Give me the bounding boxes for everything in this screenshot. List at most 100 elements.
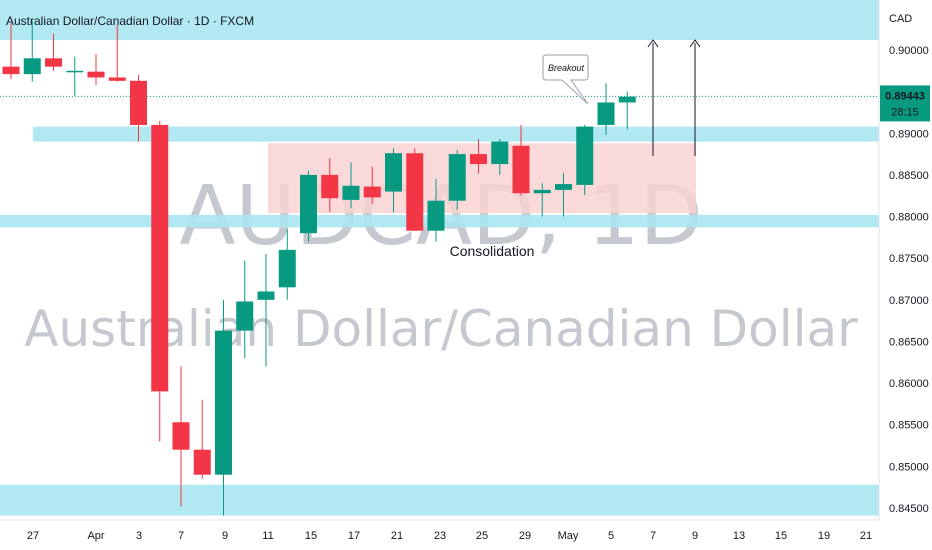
candle-body: [151, 124, 169, 392]
candle: [151, 120, 169, 442]
y-tick-label: 0.87500: [889, 253, 929, 265]
candle-body: [385, 153, 402, 192]
y-tick-label: 0.89000: [889, 128, 929, 140]
x-tick-label: 29: [519, 530, 531, 542]
candle: [108, 25, 126, 82]
x-tick-label: 21: [860, 530, 872, 542]
candle-body: [406, 153, 424, 231]
projection-arrow-2: [689, 39, 701, 156]
candle-body: [23, 58, 41, 75]
x-tick-label: 3: [136, 530, 142, 542]
candle: [257, 254, 275, 367]
y-tick-label: 0.87000: [889, 295, 929, 307]
candle-body: [130, 80, 147, 125]
candle: [385, 148, 402, 213]
candle-body: [576, 126, 594, 185]
y-tick-label: 0.86000: [889, 378, 929, 390]
candle-body: [172, 422, 190, 450]
candle-body: [491, 141, 509, 165]
candle-body: [512, 145, 530, 194]
candle-body: [363, 186, 381, 198]
candle: [321, 158, 339, 213]
candle-body: [448, 154, 466, 201]
candle-body: [45, 58, 62, 67]
candle-body: [597, 102, 615, 125]
y-tick-label: 0.86500: [889, 336, 929, 348]
time-axis[interactable]: [0, 520, 879, 550]
x-tick-label: 5: [608, 530, 614, 542]
candle-body: [618, 96, 636, 103]
x-tick-label: 23: [434, 530, 446, 542]
candle: [427, 179, 445, 242]
candle-body: [555, 184, 572, 190]
candle: [470, 139, 487, 174]
x-tick-label: 7: [178, 530, 184, 542]
x-tick-label: 15: [305, 530, 317, 542]
x-tick-label: 17: [348, 530, 360, 542]
candle: [555, 173, 572, 217]
support-resistance-zone: [0, 484, 879, 516]
candle: [66, 56, 84, 96]
candle: [618, 91, 636, 130]
candle-body: [278, 249, 296, 288]
consolidation-label: Consolidation: [450, 243, 535, 259]
candle: [406, 148, 424, 231]
chart-title: Australian Dollar/Canadian Dollar · 1D ·…: [6, 14, 254, 28]
candle-body: [2, 66, 20, 75]
y-ticks: 0.900000.895000.890000.885000.880000.875…: [889, 45, 929, 515]
candle: [533, 183, 551, 217]
candle: [87, 54, 105, 85]
candles-layer: [2, 20, 636, 516]
support-resistance-zone: [0, 0, 879, 41]
countdown-timer: 28:15: [891, 106, 919, 118]
support-resistance-zone: [33, 126, 879, 142]
y-tick-label: 0.84500: [889, 503, 929, 515]
candle: [23, 20, 41, 82]
x-tick-label: 9: [222, 530, 228, 542]
breakout-label: Breakout: [548, 63, 585, 73]
candle-body: [215, 330, 232, 475]
y-tick-label: 0.90000: [889, 45, 929, 57]
candle: [597, 83, 615, 135]
candle: [215, 299, 232, 516]
candle-body: [470, 154, 487, 165]
breakout-bubble: [542, 54, 589, 105]
candle-body: [300, 174, 317, 234]
watermark-name: Australian Dollar/Canadian Dollar: [24, 300, 858, 358]
x-tick-label: 11: [262, 530, 273, 542]
y-tick-label: 0.88500: [889, 170, 929, 182]
breakout-callout: Breakout: [542, 54, 589, 105]
y-tick-label: 0.85500: [889, 420, 929, 432]
candle: [363, 166, 381, 205]
candle: [491, 139, 509, 175]
candle: [172, 366, 190, 507]
x-tick-label: 21: [391, 530, 403, 542]
currency-label: CAD: [889, 13, 912, 25]
candle-body: [257, 291, 275, 300]
y-tick-label: 0.88000: [889, 212, 929, 224]
x-tick-label: 13: [733, 530, 745, 542]
candle-body: [108, 77, 126, 81]
candle-body: [427, 200, 445, 231]
candle-body: [342, 185, 360, 200]
candle: [193, 399, 211, 479]
x-ticks: 27 Apr 3 7 9 11 15 17 21 23 25 29 May 5 7 9 13 15 19 21: [27, 530, 872, 542]
x-tick-label: Apr: [87, 530, 104, 542]
candle: [236, 260, 254, 359]
x-tick-label: 19: [818, 530, 830, 542]
candle-body: [236, 301, 254, 331]
candle: [278, 229, 296, 300]
candle: [448, 149, 466, 210]
candle: [576, 124, 594, 195]
last-price-tag[interactable]: 0.89443 28:15: [880, 85, 930, 122]
last-price-value: 0.89443: [885, 90, 925, 102]
x-tick-label: May: [558, 530, 579, 542]
y-tick-label: 0.85000: [889, 461, 929, 473]
x-tick-label: 25: [476, 530, 488, 542]
candle-body: [533, 189, 551, 194]
x-tick-label: 9: [692, 530, 698, 542]
candle-body: [87, 71, 105, 78]
x-tick-label: 7: [650, 530, 656, 542]
projection-arrow-1: [647, 39, 659, 156]
